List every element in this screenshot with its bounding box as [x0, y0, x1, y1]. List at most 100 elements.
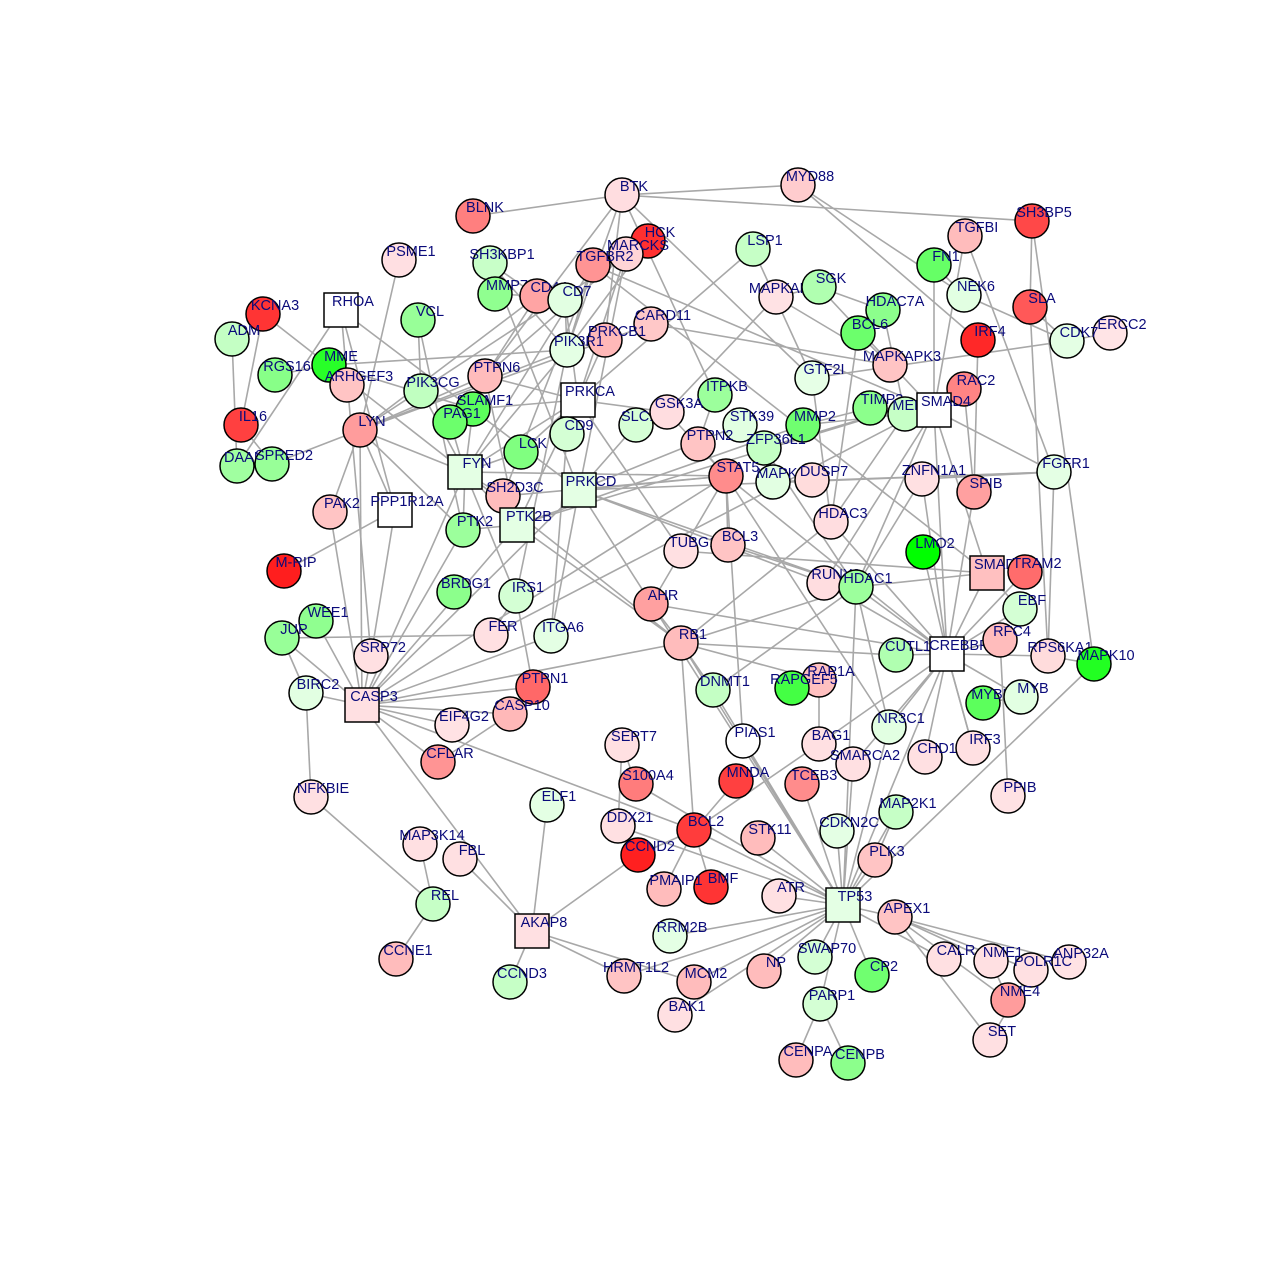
node-pik3r1[interactable]: PIK3R1	[549, 332, 604, 368]
node-rapgef5[interactable]: RAPGEF5	[770, 670, 838, 706]
node-myb[interactable]: MYB	[1003, 679, 1049, 715]
node-nfkbie[interactable]: NFKBIE	[293, 779, 350, 815]
node-tp53[interactable]: TP53	[825, 887, 872, 923]
node-cdk7[interactable]: CDK7	[1049, 323, 1098, 359]
node-crebbp[interactable]: CREBBP	[929, 636, 989, 672]
node-irf4[interactable]: IRF4	[960, 322, 1006, 358]
node-pak2[interactable]: PAK2	[312, 494, 360, 530]
node-anp32a[interactable]: ANP32A	[1051, 944, 1109, 980]
node-m-rip[interactable]: M-RIP	[266, 553, 317, 589]
node-btk[interactable]: BTK	[604, 177, 648, 213]
node-fbl[interactable]: FBL	[442, 841, 485, 877]
node-tgfbr2[interactable]: TGFBR2	[575, 247, 634, 283]
node-itpkb[interactable]: ITPKB	[697, 377, 748, 413]
node-vcl[interactable]: VCL	[400, 302, 444, 338]
node-marcks[interactable]: MARCKS	[607, 236, 669, 272]
node-adm[interactable]: ADM	[214, 321, 260, 357]
node-cflar[interactable]: CFLAR	[420, 744, 474, 780]
node-il16[interactable]: IL16	[223, 407, 267, 443]
node-tceb3[interactable]: TCEB3	[784, 766, 837, 802]
node-srp72[interactable]: SRP72	[353, 638, 406, 674]
node-map3k14[interactable]: MAP3K14	[399, 826, 465, 862]
node-bcl6[interactable]: BCL6	[840, 315, 888, 351]
node-rgs16[interactable]: RGS16	[257, 357, 311, 393]
node-dusp7[interactable]: DUSP7	[794, 462, 848, 498]
node-nme1[interactable]: NME1	[973, 943, 1023, 979]
node-tram2[interactable]: TRAM2	[1007, 554, 1062, 590]
node-bcl3[interactable]: BCL3	[710, 527, 758, 563]
node-rb1[interactable]: RB1	[663, 625, 707, 661]
node-lck[interactable]: LCK	[503, 434, 547, 470]
node-bak1[interactable]: BAK1	[657, 997, 706, 1033]
node-ppib[interactable]: PPIB	[990, 778, 1037, 814]
node-mcm2[interactable]: MCM2	[676, 964, 727, 1000]
node-prkcb1[interactable]: PRKCB1	[587, 322, 646, 358]
node-set[interactable]: SET	[972, 1022, 1016, 1058]
node-akap8[interactable]: AKAP8	[514, 913, 567, 949]
node-cenpa[interactable]: CENPA	[778, 1042, 833, 1078]
node-birc2[interactable]: BIRC2	[288, 675, 339, 711]
node-ccne1[interactable]: CCNE1	[378, 941, 433, 977]
node-lsp1[interactable]: LSP1	[735, 231, 783, 267]
node-nr3c1[interactable]: NR3C1	[871, 709, 925, 745]
node-pag1[interactable]: PAG1	[432, 404, 481, 440]
node-lyn[interactable]: LYN	[342, 412, 386, 448]
node-hrmt1l2[interactable]: HRMT1L2	[603, 958, 669, 994]
node-mnda[interactable]: MNDA	[718, 763, 770, 799]
node-dnmt1[interactable]: DNMT1	[695, 672, 750, 708]
node-mapkapk3[interactable]: MAPKAPK3	[863, 347, 941, 383]
node-stat5[interactable]: STAT5	[708, 458, 759, 494]
node-hdac3[interactable]: HDAC3	[813, 504, 868, 540]
node-ahr[interactable]: AHR	[633, 586, 678, 622]
node-irf3[interactable]: IRF3	[955, 730, 1001, 766]
node-fn1[interactable]: FN1	[916, 247, 960, 283]
node-nek6[interactable]: NEK6	[946, 277, 995, 313]
node-ccnd2[interactable]: CCND2	[620, 837, 675, 873]
node-gtf2i[interactable]: GTF2I	[794, 360, 845, 396]
node-mapk10b[interactable]: MAPK10	[1076, 646, 1135, 682]
node-plk3[interactable]: PLK3	[857, 842, 905, 878]
node-casp10[interactable]: CASP10	[492, 696, 550, 732]
node-swap70[interactable]: SWAP70	[797, 939, 856, 975]
node-stk39[interactable]: STK39	[722, 407, 774, 443]
node-rel[interactable]: REL	[415, 886, 459, 922]
node-ercc2[interactable]: ERCC2	[1092, 315, 1147, 351]
node-sh3bp5[interactable]: SH3BP5	[1014, 203, 1072, 239]
node-stk11[interactable]: STK11	[740, 820, 792, 856]
node-psme1[interactable]: PSME1	[381, 242, 436, 278]
node-bmf[interactable]: BMF	[693, 869, 738, 905]
node-hdac7a[interactable]: HDAC7A	[865, 292, 925, 328]
node-rfc4[interactable]: RFC4	[982, 622, 1031, 658]
node-sh3kbp1[interactable]: SH3KBP1	[469, 245, 535, 281]
node-timp3[interactable]: TIMP3	[852, 390, 903, 426]
node-ppp1r12a[interactable]: PPP1R12A	[370, 492, 444, 528]
node-zfp36l1[interactable]: ZFP36L1	[746, 430, 806, 466]
node-blnk[interactable]: BLNK	[455, 198, 504, 234]
node-chd1[interactable]: CHD1	[907, 739, 957, 775]
node-s100a4[interactable]: S100A4	[618, 766, 674, 802]
node-prkcd[interactable]: PRKCD	[561, 472, 616, 508]
node-polr1c[interactable]: POLR1C	[1013, 952, 1072, 988]
node-casp3[interactable]: CASP3	[344, 687, 398, 723]
node-sept7[interactable]: SEPT7	[604, 727, 657, 763]
node-ptpn1[interactable]: PTPN1	[515, 669, 568, 705]
node-rrm2b[interactable]: RRM2B	[652, 918, 707, 954]
node-atr[interactable]: ATR	[761, 878, 805, 914]
node-mmp7[interactable]: MMP7	[477, 276, 528, 312]
node-smad4[interactable]: SMAD4	[916, 392, 971, 428]
node-tgfbi[interactable]: TGFBI	[947, 218, 998, 254]
node-sgk[interactable]: SGK	[801, 269, 847, 305]
node-kcna3[interactable]: KCNA3	[245, 296, 299, 332]
node-jup[interactable]: JUP	[264, 620, 308, 656]
node-ptpn6[interactable]: PTPN6	[467, 358, 520, 394]
node-irs1[interactable]: IRS1	[498, 578, 544, 614]
node-spred2[interactable]: SPRED2	[254, 446, 313, 482]
node-rap1a[interactable]: RAP1A	[801, 662, 855, 698]
node-nme4[interactable]: NME4	[990, 982, 1040, 1018]
node-np[interactable]: NP	[746, 953, 786, 989]
node-bag1[interactable]: BAG1	[801, 726, 850, 762]
node-pik3cg[interactable]: PIK3CG	[403, 373, 460, 409]
node-card11[interactable]: CARD11	[633, 306, 691, 342]
node-fgfr1[interactable]: FGFR1	[1036, 454, 1090, 490]
node-eif4g2[interactable]: EIF4G2	[434, 707, 489, 743]
